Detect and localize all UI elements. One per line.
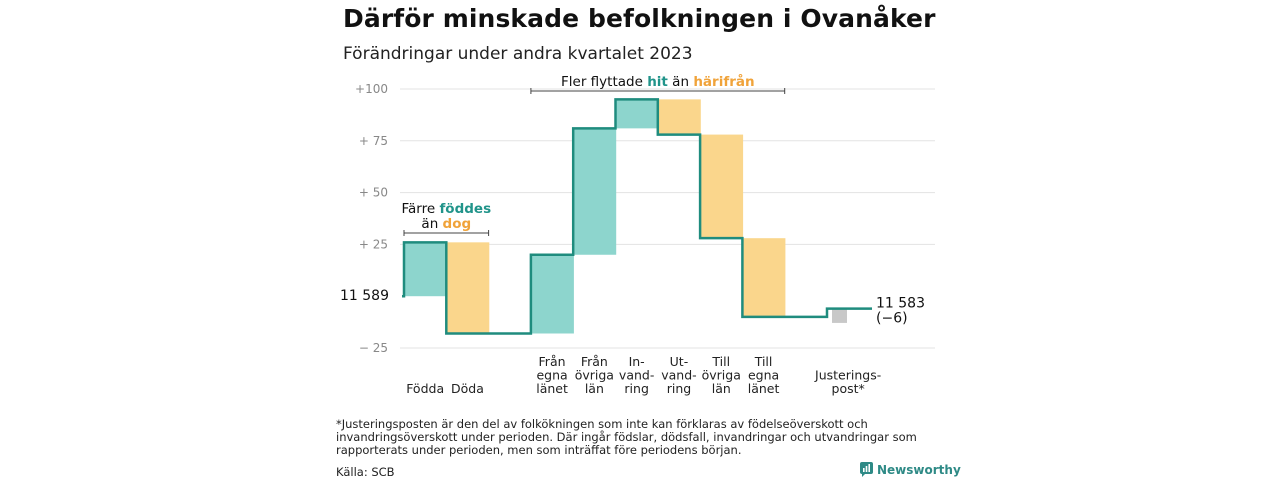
end-change-label: (−6) [876,311,908,327]
category-label: Döda [451,381,484,396]
source-note: Källa: SCB [336,465,395,479]
bar-increase [574,128,617,255]
annotation-text: Färre föddes [401,201,491,217]
bar-decrease [701,134,744,239]
bar-decrease [447,242,490,334]
annotation-text: än dog [421,216,471,232]
brand-name: Newsworthy [877,462,961,477]
bar-decrease [743,238,786,317]
y-tick-label: + 25 [359,237,388,251]
category-label: In-vand-ring [619,354,654,396]
bar-adjustment [832,308,847,323]
category-label: Födda [406,381,444,396]
annotation-text: Fler flyttade hit än härifrån [561,73,755,90]
bar-increase [616,99,659,129]
y-tick-label: + 75 [359,134,388,148]
category-label: Till egna länet [748,354,780,396]
chart-subtitle: Förändringar under andra kvartalet 2023 [343,44,693,64]
category-label: Till övriga län [702,354,741,396]
waterfall-chart: +100 + 75 + 50 + 25 − 25 11 589 11 583(−6) Född… [340,73,935,397]
bar-increase [405,242,447,297]
start-value-label: 11 589 [340,288,389,304]
bar-increase [531,254,574,334]
waterfall-line [402,98,872,335]
newsworthy-logo: Newsworthy [860,462,961,477]
category-label: Från egna länet [536,354,568,396]
category-label: Från övriga län [575,354,614,396]
y-tick-label: + 50 [359,186,388,200]
end-value-label: 11 583 [876,296,925,312]
chart-title: Därför minskade befolkningen i Ovanåker [343,4,936,33]
newsworthy-logo-icon [860,462,873,477]
category-label: Justerings-post* [814,368,881,397]
category-label: Ut-vand-ring [661,354,696,396]
footnote: *Justeringsposten är den del av folkökni… [336,417,917,457]
bar-decrease [658,99,701,135]
y-tick-label: +100 [355,82,388,96]
y-tick-label: − 25 [359,341,388,355]
